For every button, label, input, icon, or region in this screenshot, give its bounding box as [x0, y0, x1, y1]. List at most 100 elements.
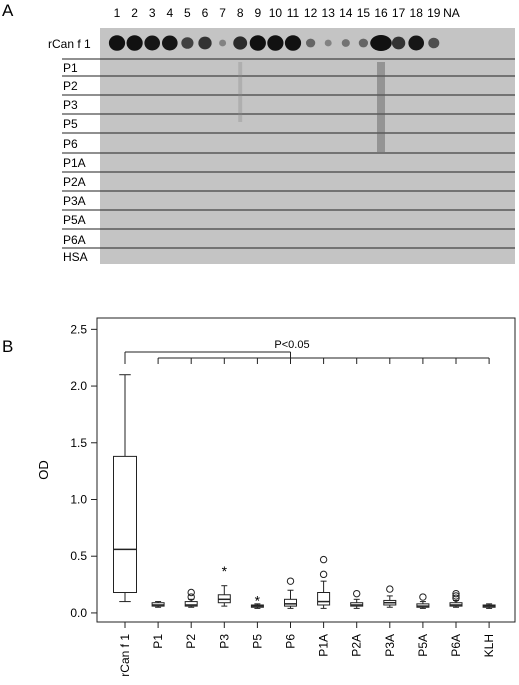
x-tick-label: KLH	[482, 634, 496, 657]
panel-a-label: A	[2, 1, 14, 20]
lane-label: 8	[237, 6, 244, 20]
y-tick-label: 0.5	[70, 549, 87, 563]
extreme-point: *	[255, 592, 261, 608]
y-axis-label: OD	[36, 460, 51, 480]
x-axis-ticks: rCan f 1 P1 P2 P3 P5 P6 P1A P2A P3A P5A P6A KLH	[118, 622, 496, 677]
extreme-point: *	[222, 563, 228, 579]
lane-label: 10	[269, 6, 283, 20]
y-tick-label: 1.0	[70, 492, 87, 506]
outlier-point	[452, 592, 460, 600]
row-label: rCan f 1	[48, 37, 91, 51]
blot-spot	[198, 36, 212, 50]
row-label: P5	[63, 117, 78, 131]
row-label: P6	[63, 137, 78, 151]
outlier-point	[319, 570, 328, 579]
lane-label: 1	[114, 6, 121, 20]
blot-spot	[370, 35, 392, 51]
iqr-box	[317, 592, 331, 606]
box-p1	[151, 601, 165, 608]
row-label: P2	[63, 79, 78, 93]
blot-spot	[249, 35, 266, 51]
blot-spot	[324, 39, 332, 47]
outlier-point	[187, 593, 195, 601]
y-tick-label: 2.5	[70, 322, 87, 336]
lane-label: 15	[357, 6, 371, 20]
row-label: P3A	[63, 194, 86, 208]
lane-label: 16	[374, 6, 388, 20]
iqr-box	[113, 455, 137, 594]
blot-spot	[181, 37, 194, 49]
lane-label: 19	[427, 6, 441, 20]
lane-label: 9	[254, 6, 261, 20]
box-rcan-f-1	[113, 374, 137, 603]
outlier-point	[319, 555, 328, 564]
row-label: P1	[63, 61, 78, 75]
x-tick-label: P3A	[383, 634, 397, 657]
significance-annotation: P<0.05	[274, 339, 309, 351]
blot-lane-labels: 1 2 3 4 5 6 7 8 9 10 11 12 13 14 15 16 17 18 19 NA	[114, 6, 460, 20]
row-label: P2A	[63, 175, 86, 189]
y-tick-label: 0.0	[70, 606, 87, 620]
lane-label: 2	[131, 6, 138, 20]
x-tick-label: P1A	[317, 634, 331, 657]
lane-label: 5	[184, 6, 191, 20]
blot-spots	[108, 35, 440, 152]
blot-spot	[108, 35, 126, 51]
lane-8-smear	[238, 62, 243, 122]
blot-spot	[126, 35, 143, 51]
lane-label: 4	[166, 6, 173, 20]
outlier-point	[187, 588, 195, 597]
outlier-point	[353, 589, 361, 598]
lane-label: 3	[149, 6, 156, 20]
blot-spot	[391, 36, 406, 50]
blot-spot	[305, 38, 316, 48]
panel-b-label: B	[2, 337, 13, 356]
x-tick-label: P3	[217, 634, 231, 649]
iqr-box	[184, 601, 198, 607]
blot-spot	[428, 37, 440, 49]
x-tick-label: P1	[151, 634, 165, 649]
blot-spot	[358, 38, 369, 48]
lane-label: 18	[410, 6, 424, 20]
box-p2a	[350, 589, 364, 609]
lane-label: 13	[322, 6, 336, 20]
x-tick-label: P5A	[416, 634, 430, 657]
lane-label: 14	[339, 6, 353, 20]
outlier-point	[386, 585, 394, 593]
outlier-point	[452, 589, 460, 598]
x-tick-label: P2	[184, 634, 198, 649]
blot-membrane	[100, 28, 515, 264]
blot-spot	[144, 35, 161, 51]
x-tick-label: P6A	[449, 634, 463, 657]
lane-label: 17	[392, 6, 406, 20]
blot-spot	[219, 39, 227, 47]
plot-frame	[96, 317, 516, 623]
outlier-point	[286, 577, 295, 585]
y-tick-label: 2.0	[70, 379, 87, 393]
lane-label: NA	[443, 6, 460, 20]
lane-label: 12	[304, 6, 318, 20]
x-tick-label: P2A	[350, 634, 364, 657]
box-p3a	[383, 585, 397, 608]
row-label: HSA	[63, 250, 88, 264]
box-p6	[284, 577, 297, 609]
box-p2	[184, 588, 198, 608]
iqr-box	[284, 598, 297, 607]
y-tick-label: 1.5	[70, 436, 87, 450]
boxplot-series: **	[113, 374, 496, 609]
blot-row-dividers	[62, 58, 515, 249]
row-label: P3	[63, 98, 78, 112]
outlier-point	[419, 593, 427, 601]
box-p5: *	[250, 592, 264, 609]
x-tick-label: rCan f 1	[118, 634, 132, 677]
outlier-point	[452, 594, 460, 602]
significance-bracket	[124, 351, 490, 364]
blot-spot	[341, 39, 350, 47]
blot-row-labels: rCan f 1 P1 P2 P3 P5 P6 P1A P2A P3A P5A P6A HSA	[48, 37, 91, 264]
blot-spot	[161, 35, 178, 51]
row-label: P5A	[63, 213, 86, 227]
blot-spot	[284, 35, 302, 51]
x-tick-label: P6	[284, 634, 298, 649]
